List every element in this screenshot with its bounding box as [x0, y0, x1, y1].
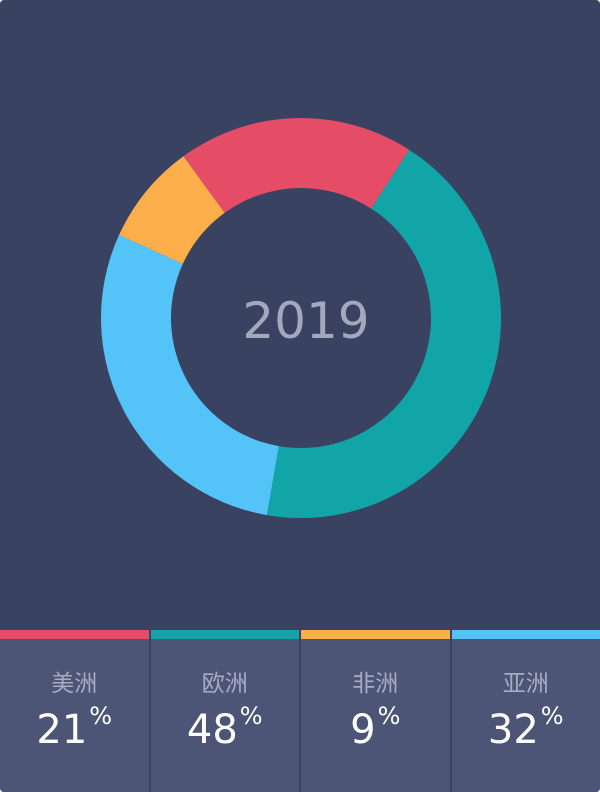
legend-color-bar	[451, 630, 600, 639]
legend-label: 亚洲	[502, 671, 549, 697]
legend-value-number: 48	[186, 707, 238, 753]
legend-item-europe: 欧洲 48%	[150, 630, 301, 792]
donut-chart: 2019	[101, 117, 501, 518]
chart-center-label: 2019	[242, 292, 369, 350]
donut-segments	[101, 117, 501, 518]
legend-value-unit: %	[540, 702, 564, 730]
legend-label: 美洲	[51, 671, 98, 697]
legend-label: 非洲	[352, 671, 399, 697]
legend-value: 48%	[151, 704, 300, 753]
legend-value: 21%	[0, 704, 149, 753]
donut-segment-2	[266, 149, 501, 518]
legend: 美洲 21% 欧洲 48% 非洲 9% 亚洲 32%	[0, 630, 600, 792]
legend-value-unit: %	[377, 702, 401, 730]
legend-item-africa: 非洲 9%	[301, 630, 452, 792]
legend-value-unit: %	[239, 702, 263, 730]
donut-chart-area: 2019	[101, 117, 501, 518]
donut-segment-3	[119, 156, 225, 264]
legend-value: 32%	[452, 704, 600, 753]
legend-color-bar	[301, 630, 450, 639]
legend-color-bar	[150, 630, 299, 639]
legend-value-number: 9	[350, 707, 376, 753]
legend-value-unit: %	[89, 702, 113, 730]
legend-value-number: 32	[487, 707, 539, 753]
donut-segment-1	[183, 117, 410, 213]
legend-value: 9%	[301, 704, 450, 753]
donut-segment-4	[101, 234, 279, 516]
legend-label: 欧洲	[201, 671, 248, 697]
legend-item-americas: 美洲 21%	[0, 630, 151, 792]
legend-color-bar	[0, 630, 149, 639]
legend-item-asia: 亚洲 32%	[451, 630, 600, 792]
legend-value-number: 21	[36, 707, 88, 753]
